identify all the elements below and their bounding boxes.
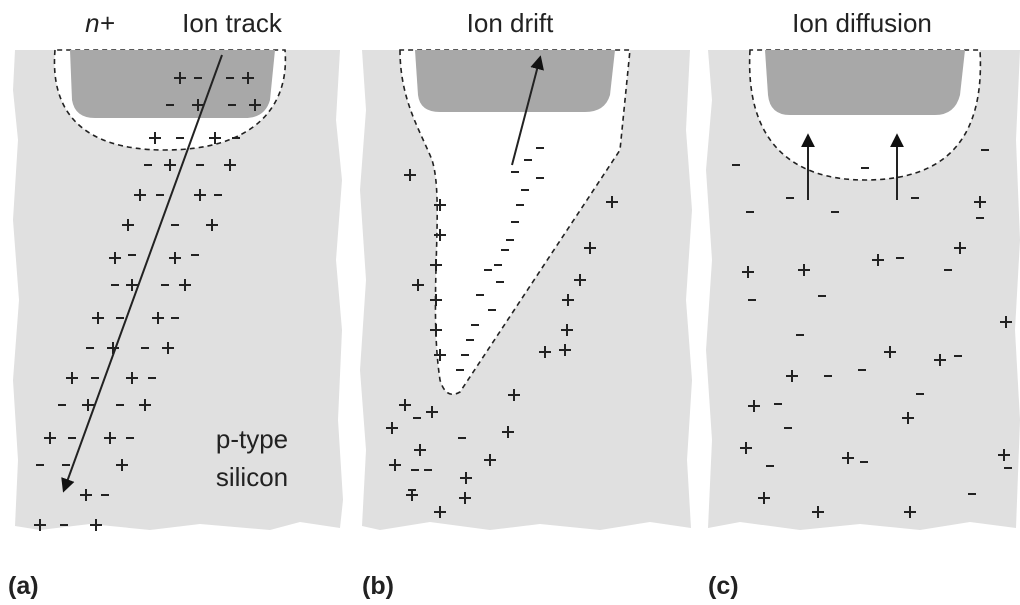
ion-drift-label: Ion drift xyxy=(467,8,554,38)
n-plus-region xyxy=(765,50,965,115)
panel-caption: (a) xyxy=(8,572,39,600)
p-type-label: p-type xyxy=(216,424,288,454)
panel-caption: (b) xyxy=(362,572,394,600)
n-plus-label: n+ xyxy=(85,8,115,38)
panel-caption: (c) xyxy=(708,572,739,600)
ion-track-label: Ion track xyxy=(182,8,283,38)
n-plus-region xyxy=(70,50,275,118)
figure: n+ Ion track Ion drift Ion diffusion p-t… xyxy=(0,0,1020,605)
ion-diffusion-label: Ion diffusion xyxy=(792,8,932,38)
n-plus-region xyxy=(415,50,615,112)
silicon-label: silicon xyxy=(216,462,288,492)
